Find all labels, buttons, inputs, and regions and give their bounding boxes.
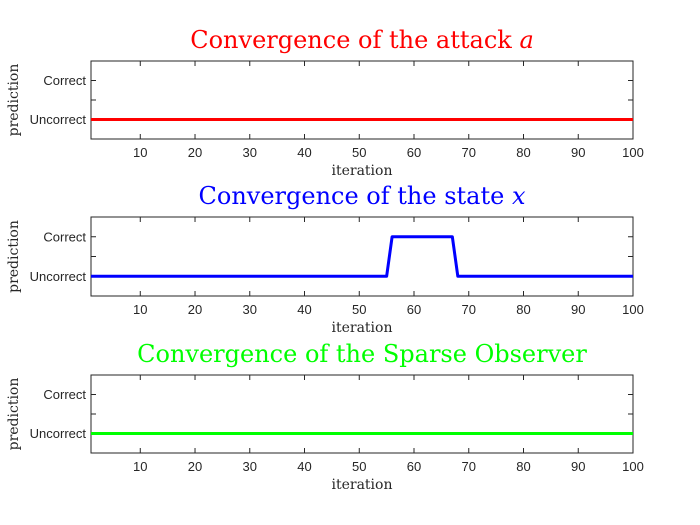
x-tick-label: 40	[297, 459, 311, 474]
x-tick-label: 80	[516, 459, 530, 474]
chart-title-text: Convergence of the attack	[190, 26, 519, 54]
y-axis-label: prediction	[6, 220, 22, 293]
y-tick-label: Uncorrect	[30, 426, 87, 441]
chart-title: Convergence of the Sparse Observer	[137, 340, 587, 368]
x-tick-label: 20	[188, 302, 202, 317]
x-tick-label: 50	[352, 145, 366, 160]
axes-frame	[90, 374, 634, 454]
x-tick-label: 20	[188, 145, 202, 160]
x-tick-label: 30	[243, 145, 257, 160]
x-tick-label: 100	[622, 145, 644, 160]
x-tick-label: 70	[462, 145, 476, 160]
chart-title-text: Convergence of the Sparse Observer	[137, 340, 587, 368]
x-tick-label: 10	[133, 145, 147, 160]
x-tick-label: 90	[571, 459, 585, 474]
x-tick-label: 90	[571, 302, 585, 317]
x-tick-label: 40	[297, 302, 311, 317]
chart-title-variable: a	[519, 26, 533, 54]
y-tick-label: Correct	[43, 229, 86, 244]
y-axis-label: prediction	[6, 378, 22, 451]
x-axis-label: iteration	[332, 320, 393, 336]
x-tick-label: 30	[243, 459, 257, 474]
x-tick-label: 10	[133, 302, 147, 317]
x-tick-label: 60	[407, 459, 421, 474]
axes-frame	[90, 60, 634, 140]
x-tick-label: 90	[571, 145, 585, 160]
x-tick-label: 100	[622, 459, 644, 474]
x-tick-label: 50	[352, 302, 366, 317]
x-tick-label: 20	[188, 459, 202, 474]
chart-title-variable: x	[512, 182, 526, 210]
subplot-2: 10 20 30 40 50 60 70 80 90 100 Uncorrect Correct ite…	[6, 182, 644, 336]
y-tick-label: Uncorrect	[30, 269, 87, 284]
x-tick-label: 80	[516, 145, 530, 160]
x-tick-label: 100	[622, 302, 644, 317]
x-tick-label: 30	[243, 302, 257, 317]
axes-frame	[90, 216, 634, 297]
x-tick-label: 80	[516, 302, 530, 317]
x-tick-label: 70	[462, 302, 476, 317]
x-tick-label: 70	[462, 459, 476, 474]
series-line-1	[91, 235, 633, 278]
x-tick-label: 40	[297, 145, 311, 160]
x-tick-label: 10	[133, 459, 147, 474]
y-tick-label: Uncorrect	[30, 112, 87, 127]
x-tick-label: 60	[407, 302, 421, 317]
x-tick-label: 50	[352, 459, 366, 474]
y-axis-label: prediction	[6, 64, 22, 137]
chart-title: Convergence of the state x	[199, 182, 526, 210]
chart-title: Convergence of the attack a	[190, 26, 534, 54]
subplot-3: 10 20 30 40 50 60 70 80 90 100 Uncorrect Correct ite…	[6, 340, 644, 493]
x-axis-label: iteration	[332, 163, 393, 179]
y-tick-label: Correct	[43, 73, 86, 88]
x-tick-label: 60	[407, 145, 421, 160]
chart-title-text: Convergence of the state	[199, 182, 512, 210]
x-axis-label: iteration	[332, 477, 393, 493]
y-tick-label: Correct	[43, 387, 86, 402]
subplot-1: 10 20 30 40 50 60 70 80 90 100 Uncorrect Correct ite…	[6, 26, 644, 179]
